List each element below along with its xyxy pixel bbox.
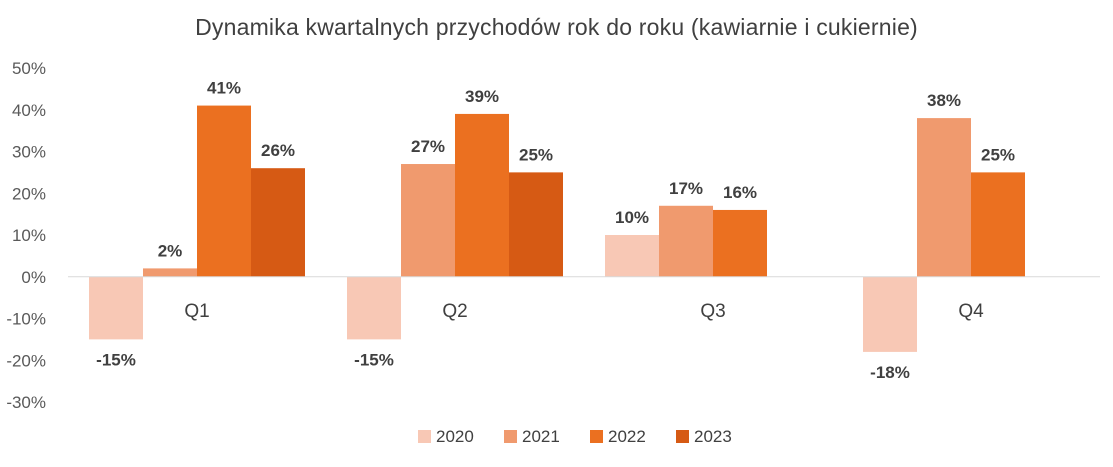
data-label: 38%: [927, 91, 961, 110]
bar-2021-Q1: [143, 268, 197, 277]
category-label: Q4: [958, 301, 984, 322]
legend-swatch-2020: [418, 430, 431, 443]
legend: 2020 2021 2022 2023: [418, 427, 732, 446]
legend-swatch-2021: [504, 430, 517, 443]
bar-2020-Q1: [89, 276, 143, 340]
bar-2022-Q4: [971, 172, 1025, 277]
bar-2023-Q2: [509, 172, 563, 277]
chart-title: Dynamika kwartalnych przychodów rok do r…: [195, 14, 918, 40]
data-label: 16%: [723, 183, 757, 202]
y-tick-label: 10%: [12, 226, 46, 245]
bar-2021-Q2: [401, 164, 455, 277]
data-label: -15%: [354, 350, 394, 369]
y-tick-label: 20%: [12, 184, 46, 203]
category-label: Q3: [700, 301, 725, 322]
bar-2022-Q1: [197, 105, 251, 277]
data-label: 17%: [669, 179, 703, 198]
data-label: 2%: [158, 241, 183, 260]
data-label: 27%: [411, 137, 445, 156]
bar-2023-Q1: [251, 168, 305, 277]
legend-label: 2023: [694, 427, 732, 446]
legend-label: 2021: [522, 427, 560, 446]
y-tick-label: -30%: [6, 393, 46, 412]
bar-2020-Q4: [863, 276, 917, 352]
bar-2022-Q3: [713, 209, 767, 277]
data-label: -18%: [870, 363, 910, 382]
data-label: 26%: [261, 141, 295, 160]
y-tick-label: -10%: [6, 310, 46, 329]
bar-2021-Q3: [659, 205, 713, 277]
bar-2022-Q2: [455, 113, 509, 277]
y-tick-label: 50%: [12, 59, 46, 78]
y-tick-label: 30%: [12, 143, 46, 162]
bar-2021-Q4: [917, 118, 971, 277]
category-labels: Q1 Q2 Q3 Q4: [184, 301, 984, 322]
data-label: 10%: [615, 208, 649, 227]
y-tick-label: 0%: [21, 268, 46, 287]
data-label: 39%: [465, 87, 499, 106]
legend-swatch-2023: [676, 430, 689, 443]
data-label: -15%: [96, 350, 136, 369]
category-label: Q2: [442, 301, 467, 322]
data-label: 25%: [519, 145, 553, 164]
data-label: 25%: [981, 145, 1015, 164]
y-tick-label: 40%: [12, 101, 46, 120]
y-axis: 50% 40% 30% 20% 10% 0% -10% -20% -30%: [6, 59, 46, 412]
legend-label: 2022: [608, 427, 646, 446]
category-label: Q1: [184, 301, 209, 322]
legend-label: 2020: [436, 427, 474, 446]
bars: [89, 105, 1025, 352]
bar-2020-Q2: [347, 276, 401, 340]
data-labels: -15% 2% 41% 26% -15% 27% 39% 25% 10% 17% 16% -18% 38…: [96, 79, 1015, 382]
y-tick-label: -20%: [6, 351, 46, 370]
data-label: 41%: [207, 79, 241, 98]
legend-swatch-2022: [590, 430, 603, 443]
bar-2020-Q3: [605, 235, 659, 277]
